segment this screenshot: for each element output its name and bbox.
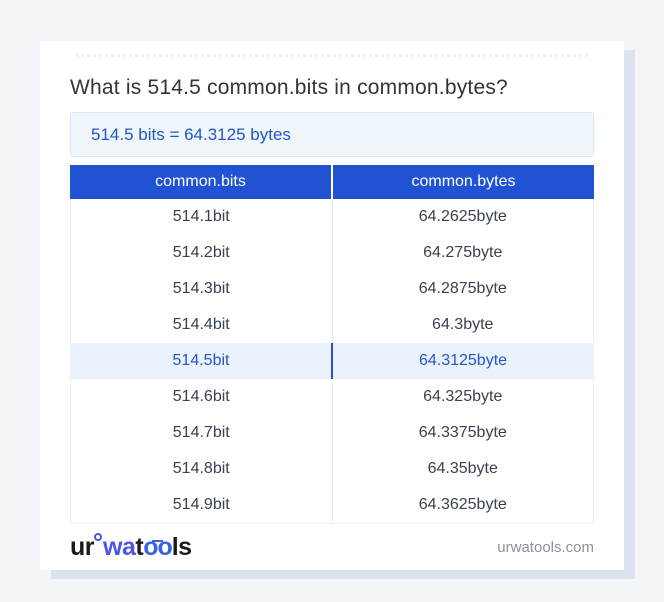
table-row: 514.6bit 64.325byte (71, 379, 593, 415)
bytes-cell: 64.3625byte (418, 496, 507, 513)
logo-text-ls: ls (171, 533, 192, 561)
site-domain: urwatools.com (497, 539, 594, 556)
bytes-cell: 64.325byte (423, 388, 503, 405)
result-box: 514.5 bits = 64.3125 bytes (70, 112, 594, 157)
table-row: 514.1bit 64.2625byte (71, 199, 593, 235)
conversion-card: What is 514.5 common.bits in common.byte… (40, 41, 624, 570)
table-row: 514.4bit 64.3byte (71, 307, 593, 343)
table-header-row: common.bits common.bytes (70, 165, 594, 199)
table-row: 514.8bit 64.35byte (71, 451, 593, 487)
table-row: 514.7bit 64.3375byte (71, 415, 593, 451)
bytes-cell: 64.35byte (427, 460, 498, 477)
page-title: What is 514.5 common.bits in common.byte… (70, 76, 508, 99)
bits-cell: 514.4bit (71, 307, 333, 343)
bits-cell: 514.3bit (71, 271, 333, 307)
bytes-cell: 64.3375byte (418, 424, 507, 441)
result-text: 514.5 bits = 64.3125 bytes (91, 124, 291, 144)
logo-glasses-oo-icon: oo (143, 533, 173, 561)
logo-text-wa: wa (103, 533, 136, 561)
bits-cell: 514.8bit (71, 451, 333, 487)
table-row: 514.9bit 64.3625byte (71, 487, 593, 523)
table-row-highlighted: 514.5bit 64.3125byte (71, 343, 593, 379)
table-body: 514.1bit 64.2625byte 514.2bit 64.275byte… (70, 199, 594, 524)
bits-cell: 514.6bit (71, 379, 333, 415)
bytes-cell: 64.2875byte (418, 280, 507, 297)
dotted-divider (76, 54, 588, 57)
logo-ring-icon (94, 533, 102, 541)
bytes-cell: 64.3byte (432, 316, 494, 333)
table-row: 514.3bit 64.2875byte (71, 271, 593, 307)
bits-cell: 514.5bit (71, 343, 333, 379)
bits-cell: 514.7bit (71, 415, 333, 451)
bytes-cell: 64.2625byte (418, 208, 507, 225)
bytes-cell: 64.275byte (423, 244, 503, 261)
bits-cell: 514.2bit (71, 235, 333, 271)
logo-text-ur: ur (70, 533, 95, 561)
column-header-bytes: common.bytes (333, 165, 594, 199)
bits-cell: 514.1bit (71, 199, 333, 235)
card-footer: ur watools urwatools.com (70, 524, 594, 571)
conversion-table: common.bits common.bytes 514.1bit 64.262… (70, 165, 594, 524)
logo-text-t: t (135, 533, 144, 561)
column-header-bits: common.bits (70, 165, 331, 199)
bits-cell: 514.9bit (71, 487, 333, 523)
table-row: 514.2bit 64.275byte (71, 235, 593, 271)
urwatools-logo[interactable]: ur watools (70, 533, 192, 561)
bytes-cell: 64.3125byte (418, 352, 508, 369)
